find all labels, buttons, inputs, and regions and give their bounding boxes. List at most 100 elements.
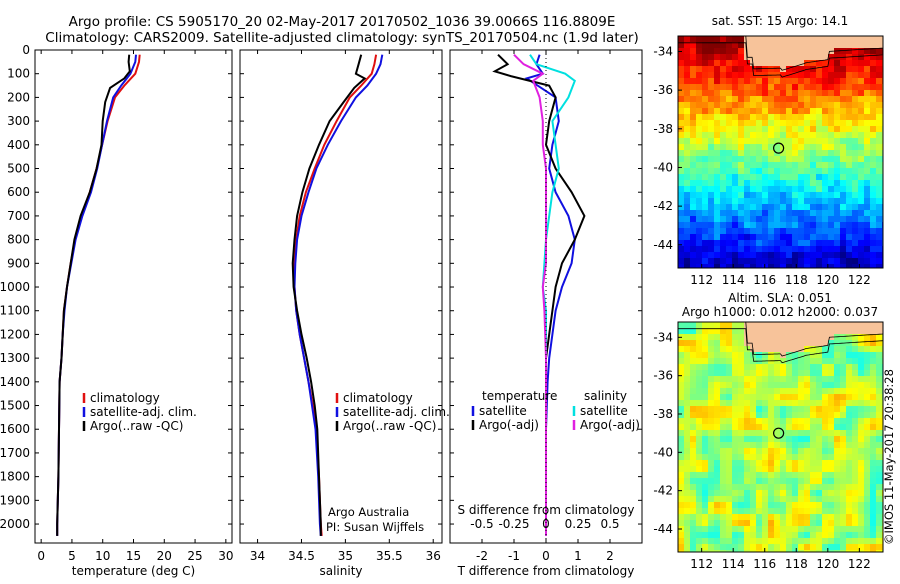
sla_map-xtick-label: 112 [690,557,713,571]
temperature-xtick-label: 5 [68,549,76,563]
difference-xtick-label: 0 [542,549,550,563]
salinity-xlabel: salinity [319,564,362,578]
sst_map-ytick-label: -44 [653,238,673,252]
temperature-series-0 [56,54,141,536]
temperature-panel: 0 5 10 15 20 25 300100200300400500600700800900… [0,43,233,578]
temperature-ytick-label: 800 [7,233,30,247]
temperature-xtick-label: 0 [37,549,45,563]
sla_map-xtick-label: 118 [785,557,808,571]
sst_map-contour [678,42,883,78]
difference-series-0 [524,54,576,536]
temperature-ytick-label: 1700 [0,446,30,460]
temperature-legend-label: satellite-adj. clim. [90,405,197,419]
temperature-ytick-label: 1100 [0,304,30,318]
sla-map-subtitle: Argo h1000: 0.012 h2000: 0.037 [682,305,878,319]
sla_map-field [678,322,883,552]
difference-series-2 [529,54,577,536]
sla_map-argo-marker [773,427,785,439]
sst_map-xtick-label: 114 [722,273,745,287]
sst_map-xtick-label: 120 [816,273,839,287]
figure-title-line2: Climatology: CARS2009. Satellite-adjuste… [45,30,638,46]
sla-map-title: Altim. SLA: 0.051 [728,291,832,305]
difference-sal-legend-label: Argo(-adj) [580,418,640,432]
temperature-ytick-label: 1500 [0,399,30,413]
temperature-ytick-label: 900 [7,256,30,270]
temperature-series-2 [56,54,131,536]
sst_map-xtick-label: 116 [753,273,776,287]
sla_map-xtick-label: 116 [753,557,776,571]
sla_map: 112 114 116 118 120 122 -34 -36 -38 -40 -42 -44 [653,321,884,571]
sst_map-ytick-label: -40 [653,160,673,174]
sst-map-title: sat. SST: 15 Argo: 14.1 [712,14,849,28]
temperature-ytick-label: 1600 [0,422,30,436]
difference-legend-header-salinity: salinity [584,389,627,403]
sst_map-ytick-label: -38 [653,122,673,136]
temperature-legend-label: Argo(..raw -QC) [90,419,183,433]
temperature-ytick-label: 0 [22,43,30,57]
salinity-legend-label: satellite-adj. clim. [343,405,450,419]
sla_map-contour [678,328,884,364]
sst_map-xtick-label: 118 [785,273,808,287]
difference-s-tick-label: -0.25 [498,517,529,531]
credit-org: Argo Australia [328,505,409,519]
temperature-ytick-label: 2000 [0,517,30,531]
sla_map-ytick-label: -36 [653,369,673,383]
temperature-ytick-label: 1200 [0,327,30,341]
sst_map-ytick-label: -42 [653,199,673,213]
difference-s-tick-label: 0.25 [565,517,592,531]
sst_map-ytick-label: -34 [653,44,673,58]
salinity-xtick-label: 34.5 [288,549,315,563]
difference-temp-legend-label: Argo(-adj) [479,418,539,432]
sla_map-xtick-label: 120 [816,557,839,571]
salinity-series-0 [293,54,378,536]
temperature-ytick-label: 100 [7,67,30,81]
difference-temp-legend-label: satellite [479,404,527,418]
temperature-ytick-label: 1000 [0,280,30,294]
temperature-ytick-label: 300 [7,114,30,128]
sst_map-xtick-label: 122 [848,273,871,287]
timestamp-stamp: ©IMOS 11-May-2017 20:38:28 [882,369,896,545]
difference-legend-header-temperature: temperature [482,389,557,403]
difference-xtick-label: -2 [476,549,488,563]
plot-layer: 0 5 10 15 20 25 300100200300400500600700800900… [0,14,884,578]
temperature-ytick-label: 1400 [0,375,30,389]
temperature-ytick-label: 1300 [0,351,30,365]
temperature-ytick-label: 700 [7,209,30,223]
salinity-series-2 [291,54,367,536]
difference-series-3 [513,53,547,536]
salinity-panel: 34 34.5 35 35.5 36 salinity [239,49,443,578]
difference-xlabel: T difference from climatology [457,564,635,578]
sst_map-field [678,36,883,268]
temperature-xtick-label: 15 [126,549,141,563]
temperature-ytick-label: 200 [7,90,30,104]
temperature-xtick-label: 20 [157,549,172,563]
credit-pi: PI: Susan Wijffels [326,520,424,534]
difference-s-tick-label: 0.5 [600,517,619,531]
sla_map-xtick-label: 114 [722,557,745,571]
sla_map-ytick-label: -44 [653,522,673,536]
temperature-legend-label: climatology [90,391,160,405]
temperature-xtick-label: 10 [95,549,110,563]
salinity-xtick-label: 35 [338,549,353,563]
difference-s-tick-label: -0.5 [470,517,493,531]
temperature-series-1 [56,54,137,536]
temperature-ytick-label: 1900 [0,493,30,507]
salinity-frame [239,49,443,544]
sst_map: 112 114 116 118 120 122 -34 -36 -38 -40 -42 -44 [653,35,884,287]
salinity-legend-label: Argo(..raw -QC) [343,419,436,433]
difference-xtick-label: 1 [574,549,582,563]
temperature-ytick-label: 500 [7,162,30,176]
sla_map-ytick-label: -40 [653,445,673,459]
sst_map-xtick-label: 112 [690,273,713,287]
sla_map-ytick-label: -34 [653,330,673,344]
sst_map-frame [677,35,884,269]
sla_map-ytick-label: -42 [653,484,673,498]
difference-xtick-label: 2 [606,549,614,563]
temperature-xtick-label: 25 [187,549,202,563]
difference-panel: -2 -1 0 1 2T difference from climatology [449,49,643,578]
figure-title-line1: Argo profile: CS 5905170_20 02-May-2017 … [69,14,616,30]
temperature-xlabel: temperature (deg C) [72,564,195,578]
salinity-xtick-label: 34 [250,549,265,563]
